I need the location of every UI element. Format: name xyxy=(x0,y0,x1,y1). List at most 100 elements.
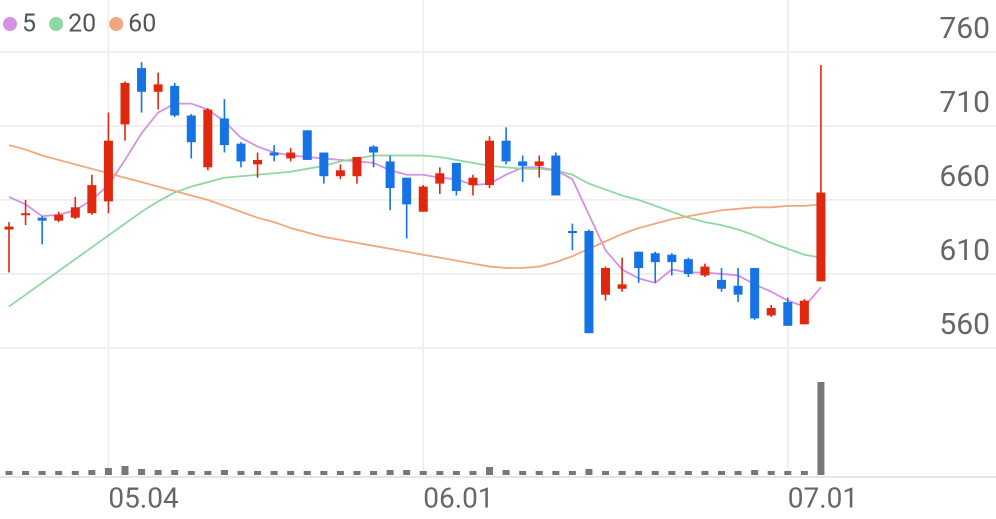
y-tick-label: 660 xyxy=(939,159,990,194)
volume-bar xyxy=(535,471,543,475)
volume-bar xyxy=(154,470,162,475)
volume-bar xyxy=(22,471,30,475)
y-tick-label: 710 xyxy=(939,85,990,120)
volume-bar xyxy=(254,471,262,475)
candle-body xyxy=(236,143,246,162)
volume-bar xyxy=(734,471,742,475)
volume-bar xyxy=(651,471,659,475)
volume-bar xyxy=(237,471,245,475)
candle-body xyxy=(601,268,611,295)
volume-bar xyxy=(138,469,146,475)
candle-body xyxy=(501,140,511,162)
candle-body xyxy=(650,253,660,263)
legend-label: 60 xyxy=(128,10,156,39)
candle-body xyxy=(70,207,80,218)
volume-bar xyxy=(552,471,560,475)
volume-bar xyxy=(88,470,96,475)
candle-body xyxy=(385,161,395,189)
volume-bar xyxy=(519,471,527,475)
candle-body xyxy=(783,302,793,326)
candle-body xyxy=(700,266,710,276)
volume-bar xyxy=(568,471,576,475)
candle-body xyxy=(799,300,809,325)
x-tick-label: 06.01 xyxy=(423,481,493,514)
candle-body xyxy=(733,285,743,295)
ma-line xyxy=(8,154,822,308)
volume-bar xyxy=(353,471,361,475)
candle-body xyxy=(766,308,776,316)
volume-bar xyxy=(303,471,311,475)
candle-body xyxy=(37,217,47,221)
volume-bar xyxy=(270,471,278,475)
volume-bar xyxy=(386,470,394,475)
candle-body xyxy=(485,140,495,186)
volume-bar xyxy=(817,382,825,475)
candle-body xyxy=(302,130,312,160)
volume-bar xyxy=(502,470,510,475)
candle-body xyxy=(186,115,196,143)
y-tick-label: 560 xyxy=(939,307,990,342)
ma-line xyxy=(8,102,822,308)
candle-body xyxy=(683,259,693,274)
candle-body xyxy=(750,268,760,319)
volume-bar xyxy=(220,470,228,475)
candle-body xyxy=(418,186,428,212)
candle-body xyxy=(518,161,528,166)
x-tick-label: 05.04 xyxy=(108,481,179,514)
candle-body xyxy=(584,231,594,334)
candle-body xyxy=(369,146,379,153)
volume-bar xyxy=(104,468,112,475)
candle-body xyxy=(551,155,561,196)
candle-body xyxy=(219,118,229,146)
candle-body xyxy=(402,177,412,205)
candle-body xyxy=(468,177,478,186)
volume-bar xyxy=(204,471,212,475)
candle-body xyxy=(170,85,180,116)
candle-body xyxy=(120,82,130,125)
candle-body xyxy=(153,84,163,92)
volume-bar xyxy=(618,471,626,475)
volume-bar xyxy=(287,471,295,475)
candle-body xyxy=(816,192,826,282)
candle-body xyxy=(335,170,345,177)
volume-bar xyxy=(668,471,676,475)
legend-marker xyxy=(3,17,17,31)
volume-bar xyxy=(602,471,610,475)
y-tick-label: 760 xyxy=(939,11,990,46)
volume-bar xyxy=(585,469,593,475)
volume-bar xyxy=(71,471,79,475)
candle-body xyxy=(567,231,577,234)
candle-body xyxy=(203,109,213,168)
volume-bar xyxy=(452,471,460,475)
ma-line xyxy=(8,144,822,269)
volume-bar xyxy=(486,467,494,475)
legend-marker xyxy=(49,17,64,31)
candle-body xyxy=(667,254,677,263)
candle-body xyxy=(253,159,263,165)
candle-body xyxy=(717,279,727,289)
candle-body xyxy=(451,162,461,192)
volume-bar xyxy=(635,471,643,475)
volume-bar xyxy=(419,471,427,475)
volume-bar xyxy=(336,471,344,475)
volume-bar xyxy=(121,466,129,475)
volume-bar xyxy=(684,471,692,475)
candle-body xyxy=(103,140,113,202)
candle-body xyxy=(617,284,627,289)
volume-bar xyxy=(171,470,179,475)
candle-body xyxy=(269,152,279,156)
volume-bar xyxy=(403,470,411,475)
volume-bar xyxy=(767,471,775,475)
candle-body xyxy=(21,213,31,216)
volume-bar xyxy=(320,471,328,475)
volume-bar xyxy=(436,471,444,475)
candle-body xyxy=(634,251,644,269)
candle-body xyxy=(54,214,64,221)
volume-bar xyxy=(784,471,792,475)
legend-label: 5 xyxy=(22,10,36,39)
volume-bar xyxy=(187,471,195,475)
candle-body xyxy=(534,161,544,166)
volume-bar xyxy=(701,471,709,475)
volume-bar xyxy=(718,471,726,475)
